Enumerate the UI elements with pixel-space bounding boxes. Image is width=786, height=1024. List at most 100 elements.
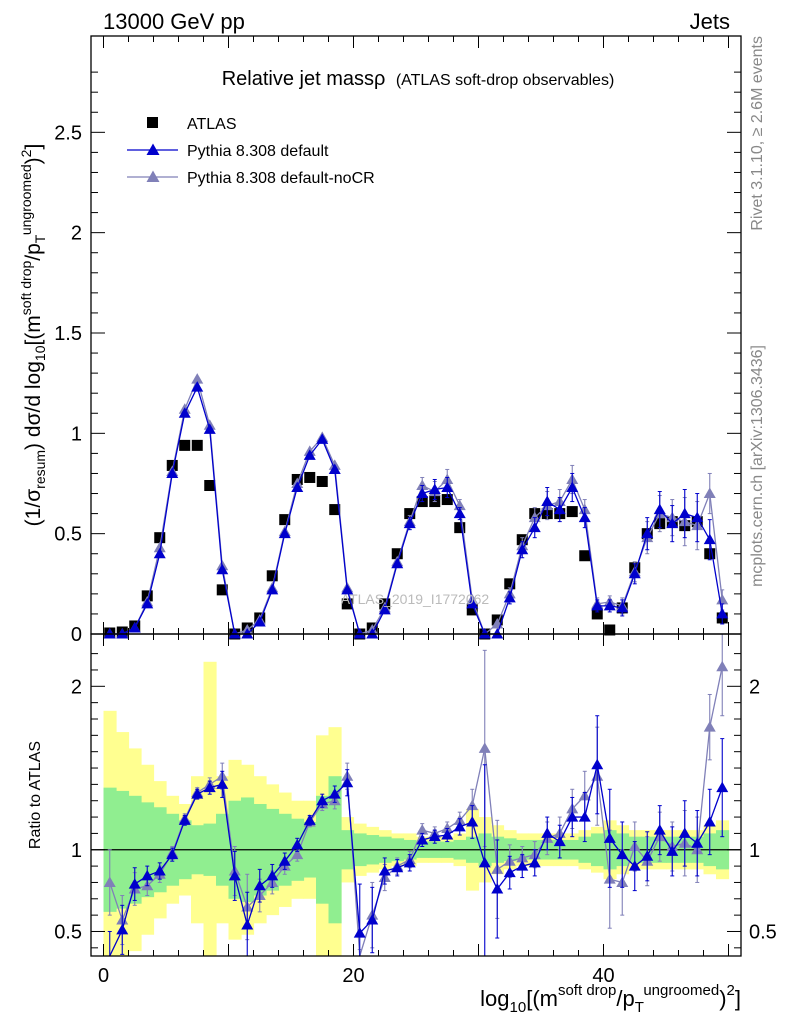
ratio-default-point-15 [291, 838, 304, 850]
ratio-default-point-28 [453, 820, 466, 832]
main-y-tick-label-3: 1.5 [54, 323, 82, 345]
atlas-point-17 [316, 475, 328, 487]
legend-marker-atlas [147, 117, 158, 128]
main-default-point-2 [128, 621, 141, 633]
ratio-default-point-23 [391, 861, 404, 873]
main-default-point-8 [203, 423, 216, 434]
main-default-point-22 [378, 603, 391, 615]
main-default-point-32 [503, 591, 516, 603]
ratio-y-tick-label-left-0: 0.5 [54, 921, 82, 943]
analysis-watermark: ATLAS_2019_I1772062 [341, 591, 490, 607]
main-default-point-43 [641, 527, 654, 539]
header-right-label: Jets [690, 9, 730, 34]
mcplots-label: mcplots.cern.ch [arXiv:1306.3436] [749, 345, 766, 587]
main-default-point-44 [653, 503, 666, 515]
atlas-point-9 [216, 584, 228, 596]
ratio-default-point-6 [178, 814, 191, 825]
ratio-band-outer-8 [203, 661, 217, 956]
ratio-nocr-point-29 [466, 799, 479, 811]
ratio-nocr-point-49 [716, 660, 729, 672]
main-nocr-point-49 [716, 593, 729, 605]
ratio-default-point-9 [216, 778, 229, 789]
main-default-point-17 [316, 433, 329, 444]
main-default-point-1 [116, 628, 129, 639]
main-default-point-15 [291, 481, 304, 493]
main-default-point-10 [228, 628, 241, 639]
ratio-default-point-30 [478, 856, 491, 868]
ratio-panel-frame [90, 633, 742, 957]
legend-marker-default [146, 143, 160, 155]
ratio-nocr-point-48 [703, 721, 716, 732]
main-default-point-49 [716, 607, 729, 619]
main-default-point-33 [516, 543, 529, 555]
main-default-point-24 [403, 517, 416, 529]
ratio-y-tick-label-left-2: 2 [71, 676, 82, 698]
ratio-default-point-3 [141, 869, 154, 881]
main-default-point-11 [241, 628, 254, 639]
ratio-default-point-8 [203, 781, 216, 793]
main-default-point-6 [178, 407, 191, 418]
main-nocr-point-48 [703, 487, 716, 499]
main-default-point-41 [616, 601, 629, 613]
ratio-default-point-27 [441, 829, 454, 840]
atlas-point-27 [441, 494, 453, 506]
main-default-point-19 [341, 583, 354, 595]
ratio-panel-background [91, 661, 741, 956]
ratio-default-point-39 [591, 758, 604, 770]
rivet-version-label: Rivet 3.1.10, ≥ 2.6M events [749, 36, 766, 231]
ratio-default-point-12 [253, 879, 266, 891]
ratio-default-point-16 [303, 814, 316, 825]
ratio-default-point-49 [716, 781, 729, 793]
x-tick-label-1: 20 [342, 965, 364, 987]
atlas-point-32 [504, 578, 516, 590]
x-axis-label: log10[(msoft drop/pTungroomed)2] [480, 982, 741, 1016]
main-default-point-35 [541, 495, 554, 507]
ratio-default-point-21 [366, 914, 379, 925]
atlas-point-39 [591, 608, 603, 620]
main-default-point-28 [453, 507, 466, 519]
chart-title: Relative jet massρ (ATLAS soft-drop obse… [222, 68, 615, 90]
atlas-point-18 [329, 504, 341, 516]
main-default-point-3 [141, 597, 154, 609]
ratio-default-point-40 [603, 832, 616, 843]
ratio-default-point-34 [528, 856, 541, 868]
ratio-default-point-41 [616, 848, 629, 860]
main-default-point-47 [691, 511, 704, 523]
main-default-point-16 [303, 449, 316, 460]
main-default-point-9 [216, 563, 229, 575]
chart-title-main: Relative jet massρ [222, 68, 386, 90]
main-default-point-30 [478, 628, 491, 639]
ratio-default-point-20 [353, 927, 366, 938]
ratio-default-point-36 [553, 835, 566, 847]
atlas-point-13 [266, 570, 278, 582]
ratio-default-point-25 [416, 833, 429, 845]
ratio-default-point-44 [653, 824, 666, 835]
atlas-point-4 [154, 532, 166, 544]
ratio-default-point-10 [228, 869, 241, 881]
atlas-point-7 [191, 439, 203, 451]
ratio-default-point-32 [503, 866, 516, 878]
legend: ATLAS Pythia 8.308 default Pythia 8.308 … [127, 116, 375, 187]
main-default-point-45 [666, 517, 679, 529]
header-left-label: 13000 GeV pp [103, 9, 245, 34]
ratio-default-point-2 [128, 878, 141, 889]
main-default-point-13 [266, 583, 279, 595]
ratio-default-point-42 [628, 860, 641, 871]
ratio-default-point-45 [666, 845, 679, 856]
ratio-default-point-46 [678, 827, 691, 838]
main-default-point-46 [678, 507, 691, 519]
atlas-point-3 [141, 590, 153, 602]
ratio-nocr-point-25 [416, 824, 429, 835]
ratio-panel-marks [103, 633, 729, 957]
ratio-default-point-5 [166, 848, 179, 860]
main-default-point-38 [578, 511, 591, 523]
main-default-point-23 [391, 557, 404, 569]
ratio-y-tick-label-right-0: 0.5 [749, 921, 777, 943]
main-default-point-37 [566, 481, 579, 493]
main-default-point-40 [603, 599, 616, 611]
ratio-y-tick-label-left-1: 1 [71, 840, 82, 862]
main-y-tick-label-2: 1 [71, 423, 82, 445]
main-nocr-point-4 [153, 541, 166, 553]
ratio-default-point-19 [341, 776, 354, 788]
